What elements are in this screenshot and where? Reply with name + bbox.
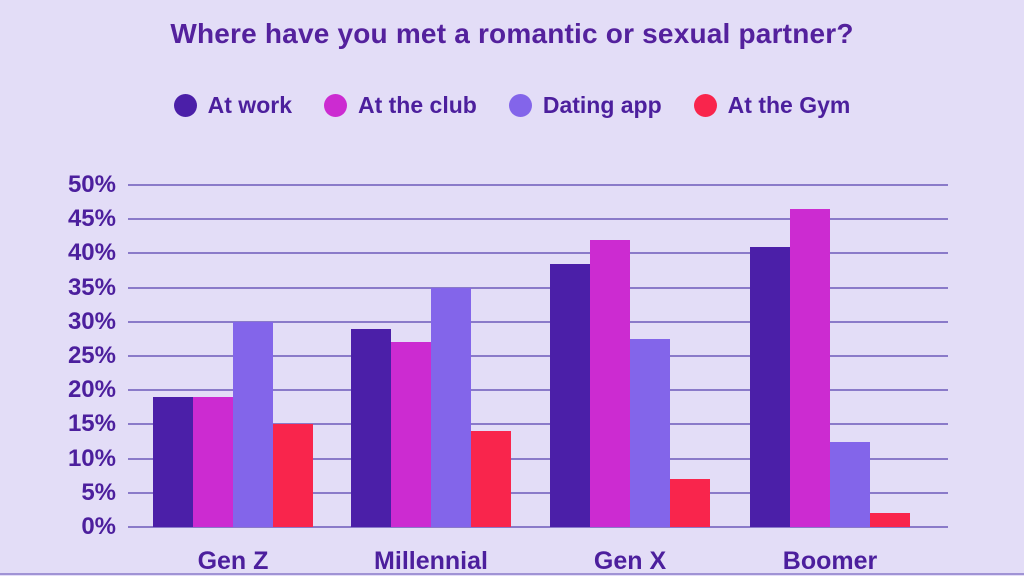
legend-color-dot-icon (173, 94, 197, 117)
y-axis-tick-label: 35% (67, 273, 116, 301)
legend-item-at-the-gym: At the Gym (693, 92, 851, 119)
bar-boomer-dating-app (830, 441, 870, 527)
y-axis-tick-label: 50% (67, 171, 116, 198)
gridline-5% (128, 491, 948, 494)
legend-color-dot-icon (323, 94, 347, 117)
bar-millennial-at-the-gym (471, 431, 511, 527)
gridline-25% (128, 355, 948, 357)
bottom-divider-line (0, 573, 1024, 575)
bar-group-gen-x (550, 239, 710, 527)
bar-gen-z-at-the-club (193, 397, 233, 527)
y-axis-tick-label: 15% (67, 410, 116, 438)
bar-millennial-dating-app (431, 287, 471, 527)
bar-millennial-at-work (351, 328, 391, 527)
gridline-0% (128, 526, 948, 528)
y-axis-tick-label: 0% (81, 513, 116, 540)
x-axis-category-label: Millennial (374, 547, 488, 575)
gridline-35% (128, 286, 948, 289)
bar-gen-x-at-work (550, 263, 590, 527)
gridline-15% (128, 423, 948, 426)
legend-label: Dating app (542, 92, 662, 118)
legend-color-dot-icon (508, 94, 532, 117)
legend-label: At the Gym (727, 92, 851, 118)
bar-gen-z-dating-app (233, 321, 273, 527)
plot-area: 50% 45% 40% 35% 30% 25% 20% 15% 10% 5% 0% Gen Z Mill… (68, 171, 948, 575)
bar-group-millennial (351, 287, 511, 527)
gridline-45% (128, 218, 948, 221)
chart-title: Where have you met a romantic or sexual … (170, 18, 854, 49)
bar-group-boomer (750, 208, 910, 527)
bar-group-gen-z (153, 321, 313, 527)
x-axis-category-label: Boomer (782, 547, 878, 575)
y-axis-tick-label: 40% (67, 239, 116, 267)
y-axis-tick-label: 45% (67, 205, 116, 233)
gridline-20% (128, 389, 948, 392)
legend-label: At the club (357, 92, 477, 118)
y-axis-tick-label: 25% (67, 342, 116, 369)
bar-gen-x-dating-app (630, 338, 670, 527)
y-axis-tick-label: 10% (67, 444, 116, 472)
legend: At work At the club Dating app At the Gym (0, 92, 1024, 119)
legend-item-at-work: At work (173, 92, 292, 119)
bar-boomer-at-the-gym (870, 513, 910, 527)
gridline-50% (128, 184, 948, 186)
x-axis-category-label: Gen Z (197, 547, 269, 575)
legend-label: At work (207, 92, 292, 118)
legend-item-dating-app: Dating app (508, 92, 662, 119)
bar-millennial-at-the-club (391, 342, 431, 527)
bar-gen-x-at-the-gym (670, 479, 710, 527)
legend-item-at-the-club: At the club (323, 92, 477, 119)
legend-color-dot-icon (693, 94, 717, 117)
bar-gen-z-at-the-gym (273, 424, 313, 527)
bar-boomer-at-work (750, 246, 790, 527)
gridline-10% (128, 457, 948, 460)
x-axis-category-label: Gen X (593, 547, 667, 575)
bar-gen-x-at-the-club (590, 239, 630, 527)
bar-gen-z-at-work (153, 397, 193, 527)
y-axis-tick-label: 30% (67, 307, 116, 335)
gridline-40% (128, 252, 948, 255)
y-axis-tick-label: 5% (81, 478, 116, 506)
bar-boomer-at-the-club (790, 208, 830, 527)
y-axis-tick-label: 20% (67, 376, 116, 404)
gridline-30% (128, 320, 948, 323)
